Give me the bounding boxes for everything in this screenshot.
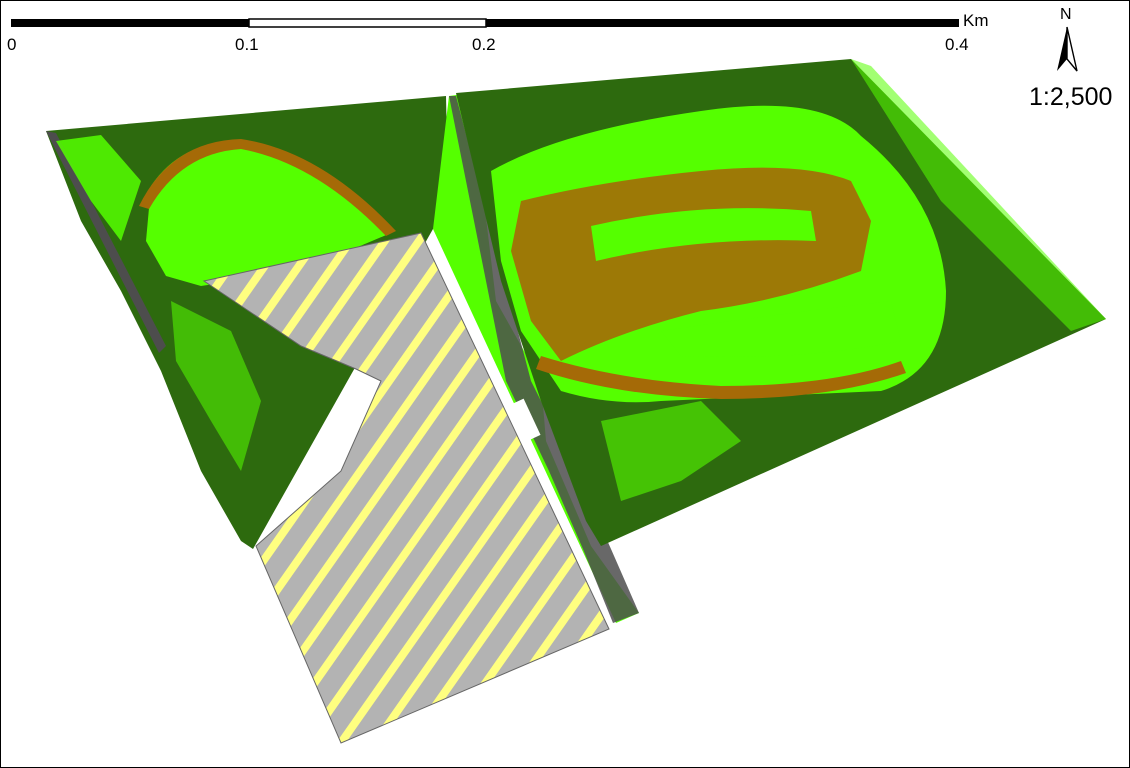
scale-bar <box>11 18 959 28</box>
east-field-grass-stripes <box>591 208 816 261</box>
north-letter: N <box>1060 6 1072 23</box>
scale-label-0-4: 0.4 <box>945 35 969 54</box>
scale-label-0-2: 0.2 <box>472 35 496 54</box>
west-parcel-road-edge <box>46 131 166 353</box>
scale-ratio: 1:2,500 <box>1029 83 1113 111</box>
east-field-grass-south <box>661 301 901 357</box>
scale-label-0-1: 0.1 <box>235 35 259 54</box>
built-area-hatched <box>202 232 610 744</box>
west-field-soil-track <box>139 139 396 236</box>
scale-bar-segment-3 <box>486 19 959 27</box>
west-field-grass-edge <box>56 135 141 241</box>
scale-label-0: 0 <box>7 35 17 54</box>
east-lower-grass-patch <box>601 401 741 501</box>
north-arrow-icon <box>1057 26 1078 72</box>
scale-bar-segment-2 <box>248 18 487 28</box>
scale-unit-label: Km <box>963 11 989 30</box>
road-strip <box>449 96 639 623</box>
east-field-soil-track <box>536 356 906 399</box>
scale-bar-segment-1 <box>11 19 249 27</box>
west-lower-grass-patch <box>171 301 261 471</box>
east-parcel-grass-fringe <box>851 59 1106 331</box>
white-building-footprint <box>505 398 541 444</box>
